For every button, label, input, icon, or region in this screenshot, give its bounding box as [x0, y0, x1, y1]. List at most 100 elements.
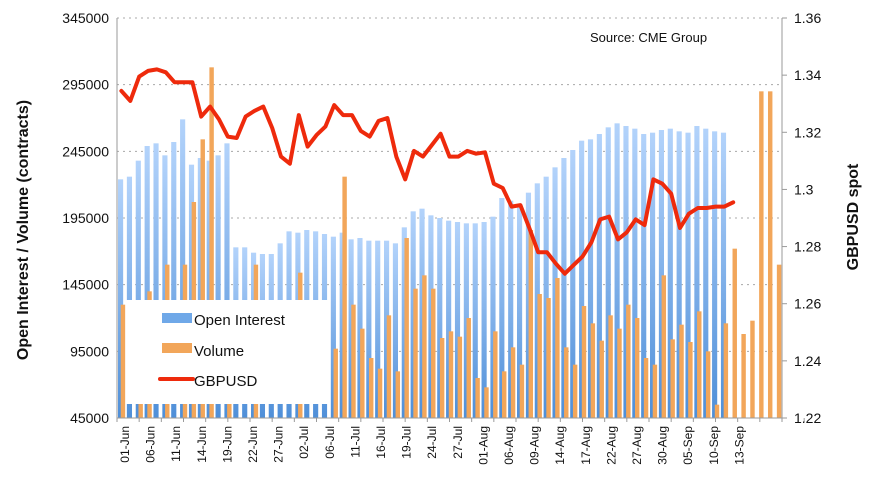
- right-tick-label: 1.24: [794, 353, 821, 369]
- open-interest-bar: [579, 140, 585, 418]
- volume-bar: [590, 323, 596, 418]
- open-interest-bar: [570, 150, 576, 418]
- open-interest-bar: [614, 123, 620, 418]
- open-interest-bar: [330, 236, 336, 418]
- open-interest-bar: [587, 139, 594, 419]
- volume-bar: [661, 275, 667, 418]
- volume-bar: [581, 306, 587, 418]
- x-tick-label: 14-Aug: [553, 426, 567, 465]
- volume-bar: [386, 315, 392, 418]
- volume-bar: [634, 318, 640, 418]
- volume-bar: [395, 371, 401, 418]
- volume-bar: [705, 351, 711, 418]
- x-tick-label: 10-Sep: [707, 426, 721, 465]
- x-tick-label: 22-Jun: [246, 426, 260, 463]
- volume-bar: [404, 238, 409, 418]
- open-interest-bar: [366, 240, 372, 418]
- volume-bar: [377, 368, 383, 418]
- open-interest-bar: [623, 126, 629, 418]
- open-interest-bar: [463, 223, 469, 418]
- x-tick-label: 11-Jul: [348, 426, 362, 458]
- x-tick-label: 30-Aug: [656, 426, 670, 465]
- x-tick-label: 06-Jun: [144, 426, 158, 463]
- open-interest-bar: [650, 132, 656, 418]
- x-tick-label: 17-Aug: [579, 426, 593, 465]
- x-tick-label: 06-Jul: [323, 426, 337, 459]
- volume-bar: [510, 347, 516, 418]
- volume-bar: [714, 404, 720, 418]
- x-tick-label: 14-Jun: [195, 426, 209, 463]
- open-interest-bar: [118, 179, 124, 418]
- open-interest-bar: [454, 222, 461, 418]
- gbpusd-line-group: [119, 67, 736, 276]
- open-interest-bar: [508, 200, 514, 418]
- open-interest-bar: [703, 128, 709, 418]
- open-interest-bar: [481, 222, 487, 418]
- x-tick-label: 01-Aug: [476, 426, 490, 465]
- legend-label-gbpusd: GBPUSD: [194, 373, 258, 390]
- volume-bar: [555, 278, 560, 418]
- right-tick-label: 1.3: [794, 181, 814, 197]
- open-interest-bar: [206, 160, 212, 418]
- right-tick-label: 1.22: [794, 410, 821, 426]
- left-tick-label: 195000: [62, 210, 109, 226]
- left-tick-label: 245000: [62, 143, 109, 159]
- volume-bar: [741, 334, 746, 418]
- volume-bar: [484, 387, 489, 418]
- volume-bar: [546, 298, 551, 418]
- open-interest-bar: [339, 232, 345, 418]
- volume-bar: [537, 294, 542, 418]
- x-axis-ticks: 01-Jun 06-Jun 11-Jun 14-Jun 19-Jun 22-Jun 27-J…: [118, 426, 746, 465]
- open-interest-bar: [437, 218, 443, 418]
- volume-bar: [422, 275, 427, 418]
- open-interest-bar: [605, 127, 611, 418]
- open-interest-bar: [419, 208, 425, 418]
- volume-bar: [360, 328, 365, 418]
- open-interest-bar: [144, 146, 150, 418]
- volume-bar: [626, 304, 631, 418]
- legend-swatch-volume: [162, 343, 192, 353]
- x-tick-label: 05-Sep: [681, 426, 695, 465]
- open-interest-bar: [641, 134, 647, 418]
- open-interest-bar: [596, 134, 602, 418]
- open-interest-bar: [694, 126, 700, 418]
- volume-bar: [643, 358, 649, 418]
- x-tick-label: 27-Jun: [272, 426, 286, 463]
- open-interest-bar: [126, 176, 133, 418]
- open-interest-bar: [667, 128, 673, 418]
- x-tick-label: 19-Jun: [220, 426, 234, 463]
- volume-bar: [413, 288, 418, 418]
- volume-bar: [759, 91, 764, 418]
- volume-bar: [528, 230, 534, 418]
- volume-bar: [368, 358, 374, 418]
- volume-bar: [599, 340, 604, 418]
- open-interest-bar: [552, 167, 558, 418]
- open-interest-bar: [490, 216, 496, 418]
- volume-bar: [475, 378, 480, 418]
- x-tick-label: 27-Jul: [451, 426, 465, 459]
- open-interest-bar: [676, 131, 682, 419]
- open-interest-bar: [534, 183, 540, 418]
- open-interest-bar: [357, 238, 363, 418]
- open-interest-bar: [135, 160, 141, 418]
- volume-bar: [652, 364, 658, 418]
- open-interest-bar: [392, 243, 399, 418]
- open-interest-bar: [375, 240, 381, 418]
- volume-bar: [333, 348, 338, 418]
- right-tick-label: 1.28: [794, 239, 821, 255]
- volume-bar: [120, 304, 126, 418]
- right-tick-label: 1.32: [794, 124, 821, 140]
- open-interest-bar: [446, 220, 452, 418]
- x-tick-label: 01-Jun: [118, 426, 132, 463]
- open-interest-bar: [472, 223, 478, 418]
- left-tick-label: 345000: [62, 10, 109, 26]
- left-tick-label: 45000: [70, 410, 109, 426]
- volume-bar: [466, 318, 471, 418]
- x-tick-label: 22-Aug: [604, 426, 618, 465]
- legend-label-volume: Volume: [194, 343, 244, 360]
- open-interest-bar: [348, 239, 354, 418]
- right-axis-ticks: 1.22 1.24 1.26 1.28 1.3 1.32 1.34 1.36: [782, 10, 821, 426]
- open-interest-bar: [428, 215, 434, 418]
- legend-swatch-open-interest: [162, 313, 192, 323]
